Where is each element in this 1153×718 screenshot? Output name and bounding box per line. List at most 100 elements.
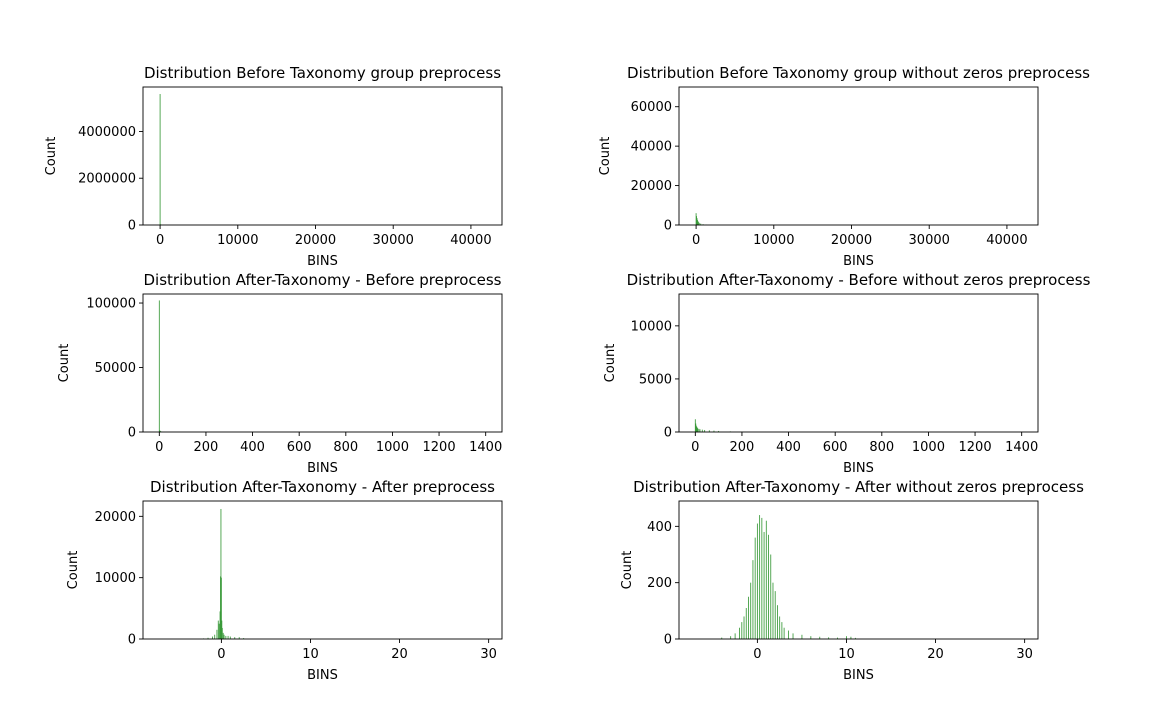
histogram-bar <box>854 637 856 639</box>
x-tick-label: 30 <box>480 647 497 662</box>
histogram-bar <box>218 623 220 639</box>
y-tick-label: 10000 <box>95 571 136 586</box>
x-tick-label: 30 <box>1016 647 1033 662</box>
y-tick-label: 0 <box>664 219 672 234</box>
histogram-bar <box>227 635 229 639</box>
histogram-bar <box>220 577 222 639</box>
histogram-bar <box>698 222 700 225</box>
histogram-bar <box>756 523 758 639</box>
chart-6: 0 10 20 30 0 200 400 Distribution After-Taxonom… <box>620 478 1084 683</box>
chart-title: Distribution Before Taxonomy group witho… <box>627 64 1090 82</box>
x-tick-label: 10000 <box>217 233 258 248</box>
histogram-bar <box>783 627 785 639</box>
histogram-bar <box>739 627 740 639</box>
chart-title: Distribution Before Taxonomy group prepr… <box>144 64 501 82</box>
x-tick-label: 30000 <box>909 233 950 248</box>
histogram-bar <box>721 637 723 639</box>
histogram-bar <box>225 635 227 639</box>
histogram-bar <box>810 636 812 639</box>
chart-3: 0 200 400 600 800 1000 1200 1400 0 50000 100000 Dis… <box>57 271 503 476</box>
y-tick-label: 4000000 <box>78 125 136 140</box>
histogram-bar <box>850 636 852 639</box>
plot-frame <box>678 293 1039 433</box>
histogram-bar <box>696 218 698 225</box>
chart-2: 0 10000 20000 30000 40000 0 20000 40000 60000 Dis… <box>598 64 1090 269</box>
y-tick-label: 200 <box>647 576 672 591</box>
histogram-bar <box>701 429 703 432</box>
histogram-bar <box>219 611 221 639</box>
x-tick-label: 40000 <box>450 233 491 248</box>
y-tick-label: 10000 <box>631 319 672 334</box>
histogram-bar <box>788 630 789 639</box>
x-tick-label: 0 <box>155 440 163 455</box>
histogram-bar <box>765 520 767 639</box>
chart-title: Distribution After-Taxonomy - After prep… <box>150 478 495 496</box>
histogram-bar <box>761 517 763 639</box>
histogram-bar <box>694 419 696 432</box>
histogram-bar <box>745 608 747 639</box>
y-axis-label: Count <box>620 551 635 590</box>
histogram-bar <box>220 576 221 639</box>
histogram-bar <box>696 427 698 432</box>
y-tick-label: 60000 <box>631 100 672 115</box>
y-tick-label: 40000 <box>631 140 672 155</box>
y-tick-label: 20000 <box>631 179 672 194</box>
x-tick-label: 600 <box>823 440 848 455</box>
histogram-bar <box>768 534 769 639</box>
histogram-bar <box>695 423 697 432</box>
histogram-bar <box>846 636 847 639</box>
histogram-bar <box>212 636 213 639</box>
histogram-bar <box>697 219 698 225</box>
histogram-bar <box>214 634 216 639</box>
histogram-bar <box>222 632 224 639</box>
chart-4: 0 200 400 600 800 1000 1200 1400 0 5000 10000 Distr… <box>603 271 1091 476</box>
plot-frame <box>142 293 503 433</box>
chart-title: Distribution After-Taxonomy - After with… <box>633 478 1084 496</box>
x-axis-label: BINS <box>843 461 874 476</box>
histogram-bar <box>159 430 161 432</box>
x-tick-label: 400 <box>776 440 801 455</box>
y-tick-label: 0 <box>664 426 672 441</box>
x-tick-label: 20000 <box>295 233 336 248</box>
x-tick-label: 10000 <box>753 233 794 248</box>
x-tick-label: 200 <box>730 440 755 455</box>
chart-title: Distribution After-Taxonomy - Before wit… <box>627 271 1091 289</box>
x-tick-label: 0 <box>692 233 700 248</box>
chart-title: Distribution After-Taxonomy - Before pre… <box>143 271 501 289</box>
y-tick-label: 2000000 <box>78 172 136 187</box>
x-tick-label: 1400 <box>1005 440 1038 455</box>
y-tick-label: 0 <box>664 633 672 648</box>
y-tick-label: 5000 <box>639 372 672 387</box>
x-tick-label: 400 <box>240 440 265 455</box>
x-tick-label: 40000 <box>986 233 1027 248</box>
x-axis-label: BINS <box>843 668 874 683</box>
x-tick-label: 0 <box>217 647 225 662</box>
histogram-bar <box>216 629 218 639</box>
histogram-bar <box>781 622 783 639</box>
x-tick-label: 1000 <box>912 440 945 455</box>
histogram-bar <box>708 430 710 432</box>
histogram-bar <box>779 616 781 639</box>
histogram-bar <box>750 582 752 639</box>
x-tick-label: 20 <box>391 647 408 662</box>
y-tick-label: 100000 <box>86 297 136 312</box>
y-axis-label: Count <box>66 551 81 590</box>
histogram-bar <box>696 216 697 225</box>
histogram-bar <box>730 636 732 639</box>
histogram-bar <box>217 620 219 639</box>
histogram-bar <box>695 213 697 225</box>
histogram-bar <box>243 638 245 639</box>
histogram-bar <box>772 582 774 639</box>
histogram-bar <box>158 300 160 432</box>
x-tick-label: 0 <box>691 440 699 455</box>
x-tick-label: 800 <box>869 440 894 455</box>
histogram-bar <box>238 637 240 639</box>
x-tick-label: 200 <box>194 440 219 455</box>
x-tick-label: 20 <box>927 647 944 662</box>
histogram-bar <box>734 633 736 639</box>
histogram-bar <box>220 508 222 639</box>
y-tick-label: 0 <box>128 633 136 648</box>
x-tick-label: 0 <box>753 647 761 662</box>
chart-1: 0 10000 20000 30000 40000 0 2000000 4000000 Dist… <box>44 64 503 269</box>
